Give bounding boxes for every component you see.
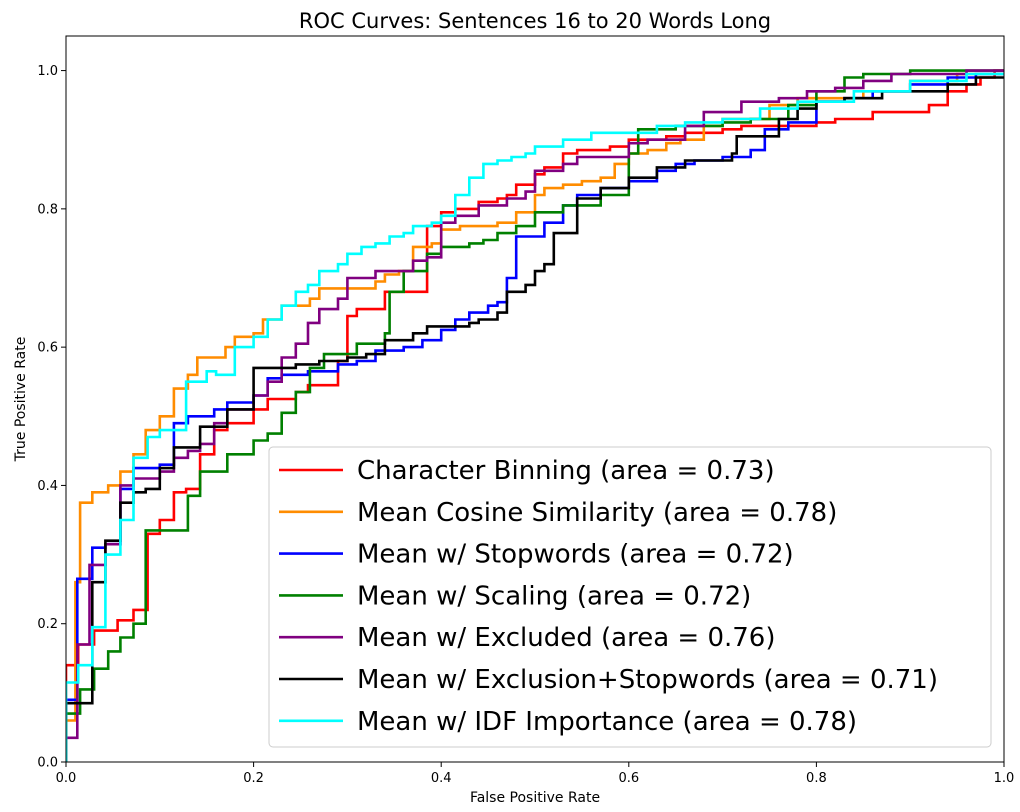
plot-area: [65, 35, 1005, 763]
x-tick-label: 0.2: [243, 771, 264, 786]
y-tick-label: 0.6: [37, 341, 58, 356]
legend-box: [268, 446, 992, 748]
y-tick-label: 0.2: [37, 617, 58, 632]
legend: Character Binning (area = 0.73) Mean Cosi…: [268, 446, 992, 748]
x-tick-label: 1.0: [994, 771, 1015, 786]
y-tick-label: 0.4: [37, 479, 58, 494]
legend-label-5: Mean w/ Excluded (area = 0.76): [357, 623, 776, 653]
x-tick-label: 0.8: [806, 771, 827, 786]
y-tick-label: 0.8: [37, 202, 58, 217]
y-axis-label: True Positive Rate: [13, 337, 29, 463]
x-tick-label: 0.6: [618, 771, 639, 786]
y-tick-label: 0.0: [37, 756, 58, 771]
x-axis-ticks: 0.0 0.2 0.4 0.6 0.8 1.0: [56, 762, 1015, 786]
plot-frame: [65, 35, 1005, 763]
x-tick-label: 0.0: [56, 771, 77, 786]
y-axis-ticks: 0.0 0.2 0.4 0.6 0.8 1.0: [37, 64, 66, 771]
legend-label-7: Mean w/ IDF Importance (area = 0.78): [357, 707, 857, 737]
series-line-5: [66, 69, 1004, 762]
legend-label-4: Mean w/ Scaling (area = 0.72): [357, 581, 751, 611]
series-line-7: [66, 72, 1004, 762]
series-lines: [66, 69, 1004, 762]
x-axis-label: False Positive Rate: [470, 790, 600, 806]
series-line-6: [66, 76, 1004, 762]
legend-label-1: Character Binning (area = 0.73): [357, 456, 775, 486]
series-line-3: [66, 72, 1004, 762]
x-tick-label: 0.4: [431, 771, 452, 786]
legend-label-3: Mean w/ Stopwords (area = 0.72): [357, 540, 794, 570]
legend-label-6: Mean w/ Exclusion+Stopwords (area = 0.71…: [357, 665, 938, 695]
legend-label-2: Mean Cosine Similarity (area = 0.78): [357, 498, 837, 528]
chart-title: ROC Curves: Sentences 16 to 20 Words Lon…: [299, 9, 771, 33]
y-tick-label: 1.0: [37, 64, 58, 79]
